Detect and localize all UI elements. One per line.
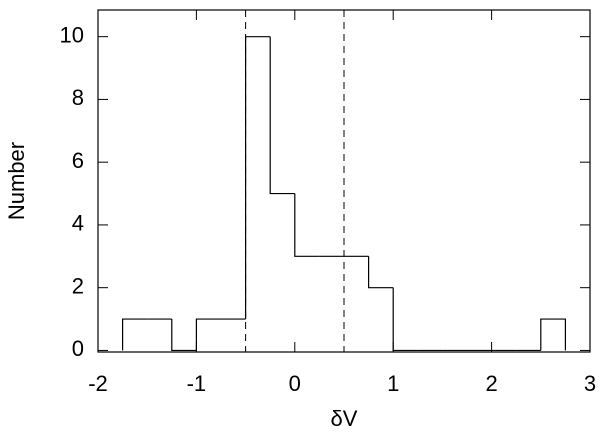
histogram-bin bbox=[195, 318, 221, 351]
histogram-bin bbox=[245, 36, 271, 320]
x-tick-label: 0 bbox=[289, 371, 301, 396]
y-axis-label: Number bbox=[4, 142, 29, 220]
y-tick-label: 2 bbox=[72, 273, 84, 298]
histogram-bin bbox=[540, 318, 566, 351]
y-tick-label: 0 bbox=[72, 336, 84, 361]
x-tick-label: 1 bbox=[387, 371, 399, 396]
x-tick-label: 2 bbox=[485, 371, 497, 396]
histogram-bin bbox=[294, 193, 320, 257]
histogram-bin bbox=[171, 319, 197, 352]
histogram-bin bbox=[392, 287, 418, 352]
x-tick-label: -1 bbox=[187, 371, 207, 396]
y-tick-label: 8 bbox=[72, 85, 84, 110]
y-tick-label: 4 bbox=[72, 211, 84, 236]
histogram-bin bbox=[122, 318, 148, 351]
y-tick-label: 6 bbox=[72, 148, 84, 173]
x-axis-label: δV bbox=[331, 406, 358, 431]
x-tick-label: 3 bbox=[584, 371, 596, 396]
x-tick-label: -2 bbox=[88, 371, 108, 396]
y-tick-label: 10 bbox=[60, 22, 84, 47]
histogram-bin bbox=[269, 36, 295, 195]
histogram-bin bbox=[368, 256, 394, 289]
